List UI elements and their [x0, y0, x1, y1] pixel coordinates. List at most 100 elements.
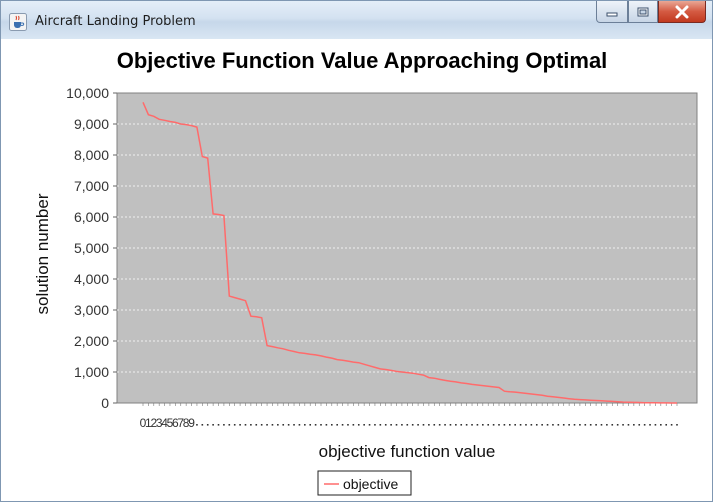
- x-tick-label-elided: [600, 424, 603, 426]
- x-tick-label-elided: [255, 424, 258, 426]
- x-tick-label-elided: [535, 424, 538, 426]
- x-tick-label-elided: [649, 424, 651, 426]
- series-line-objective: [142, 102, 677, 404]
- x-tick-label-elided: [525, 424, 527, 426]
- minimize-button[interactable]: [596, 1, 628, 23]
- x-tick-label: 1: [145, 416, 152, 430]
- window-controls: [596, 1, 706, 25]
- series-lines: [142, 102, 677, 404]
- close-icon: [675, 5, 689, 18]
- x-tick-label-elided: [341, 424, 344, 426]
- y-tick-label: 0: [101, 395, 109, 411]
- x-tick-label-elided: [519, 424, 522, 426]
- x-tick-label-elided: [638, 424, 641, 426]
- x-tick-label-elided: [611, 424, 614, 426]
- x-tick-label-elided: [589, 424, 592, 426]
- x-tick-label-elided: [293, 424, 295, 426]
- x-tick-label-elided: [654, 424, 657, 426]
- x-tick-label-elided: [282, 424, 285, 426]
- x-tick-label-elided: [401, 424, 403, 426]
- line-chart: Objective Function Value Approaching Opt…: [33, 48, 698, 496]
- x-tick-label-elided: [266, 424, 268, 426]
- x-tick-label-elided: [406, 424, 409, 426]
- x-tick-label-elided: [357, 424, 360, 426]
- x-tick-label: 3: [156, 416, 163, 430]
- x-tick-label-elided: [239, 424, 241, 426]
- window-title: Aircraft Landing Problem: [35, 14, 196, 29]
- y-tick-label: 8,000: [74, 147, 109, 163]
- x-tick-label: 5: [167, 416, 174, 430]
- x-tick-label-elided: [196, 424, 198, 426]
- x-tick-label-elided: [449, 424, 452, 426]
- x-tick-label-elided: [670, 424, 673, 426]
- grid-lines: [117, 123, 697, 373]
- x-tick-label: 9: [188, 416, 195, 430]
- x-tick-label-elided: [217, 424, 220, 426]
- x-tick-label-elided: [212, 424, 214, 426]
- x-tick-label-elided: [390, 424, 392, 426]
- close-button[interactable]: [658, 1, 706, 23]
- x-tick-label-elided: [622, 424, 624, 426]
- minimize-icon: [606, 12, 618, 16]
- x-tick-label-elided: [260, 424, 263, 426]
- x-tick-label-elided: [643, 424, 646, 426]
- maximize-button[interactable]: [628, 1, 658, 23]
- x-tick-label-elided: [384, 424, 387, 426]
- x-tick-label-elided: [347, 424, 349, 426]
- x-tick-label-elided: [476, 424, 479, 426]
- x-tick-label-elided: [287, 424, 290, 426]
- x-tick-label-elided: [206, 424, 209, 426]
- x-tick-label-elided: [514, 424, 516, 426]
- x-tick-label-elided: [492, 424, 495, 426]
- x-tick-label: 0: [140, 416, 147, 430]
- x-tick-label: 4: [161, 416, 168, 430]
- x-tick-label-elided: [304, 424, 306, 426]
- x-tick-label-elided: [471, 424, 473, 426]
- x-tick-label-elided: [579, 424, 581, 426]
- x-tick-label-elided: [455, 424, 457, 426]
- x-tick-label-elided: [503, 424, 506, 426]
- x-tick-label: 2: [150, 416, 157, 430]
- x-tick-label-elided: [616, 424, 619, 426]
- chart-title: Objective Function Value Approaching Opt…: [117, 48, 608, 73]
- title-bar[interactable]: Aircraft Landing Problem: [1, 1, 712, 39]
- x-tick-label-elided: [530, 424, 533, 426]
- x-tick-label: 7: [177, 416, 184, 430]
- y-tick-label: 3,000: [74, 302, 109, 318]
- y-tick-label: 5,000: [74, 240, 109, 256]
- java-cup-icon: [9, 13, 27, 31]
- x-tick-label-elided: [460, 424, 463, 426]
- x-tick-label-elided: [595, 424, 597, 426]
- x-tick-label-elided: [508, 424, 511, 426]
- legend-label: objective: [343, 476, 398, 492]
- x-axis-label: objective function value: [319, 442, 496, 461]
- x-tick-label-elided: [676, 424, 678, 426]
- x-tick-label-elided: [368, 424, 371, 426]
- x-tick-label-elided: [584, 424, 587, 426]
- x-tick-label-elided: [487, 424, 490, 426]
- x-tick-label-elided: [271, 424, 274, 426]
- y-tick-label: 2,000: [74, 333, 109, 349]
- x-tick-label-elided: [422, 424, 425, 426]
- x-tick-label-elided: [417, 424, 419, 426]
- x-tick-label-elided: [330, 424, 333, 426]
- x-tick-label-elided: [244, 424, 247, 426]
- x-tick-label-elided: [277, 424, 279, 426]
- x-tick-label-elided: [320, 424, 322, 426]
- x-tick-label-elided: [552, 424, 554, 426]
- y-tick-label: 1,000: [74, 364, 109, 380]
- y-tick-label: 10,000: [66, 85, 109, 101]
- y-tick-label: 7,000: [74, 178, 109, 194]
- x-tick-label-elided: [433, 424, 436, 426]
- x-tick-label-elided: [223, 424, 225, 426]
- x-tick-label-elided: [660, 424, 662, 426]
- x-tick-label-elided: [562, 424, 565, 426]
- y-tick-label: 6,000: [74, 209, 109, 225]
- x-tick-label-elided: [546, 424, 549, 426]
- maximize-icon: [637, 7, 649, 16]
- chart-panel: Objective Function Value Approaching Opt…: [11, 39, 704, 499]
- x-tick-label-elided: [395, 424, 398, 426]
- x-tick-label-elided: [541, 424, 543, 426]
